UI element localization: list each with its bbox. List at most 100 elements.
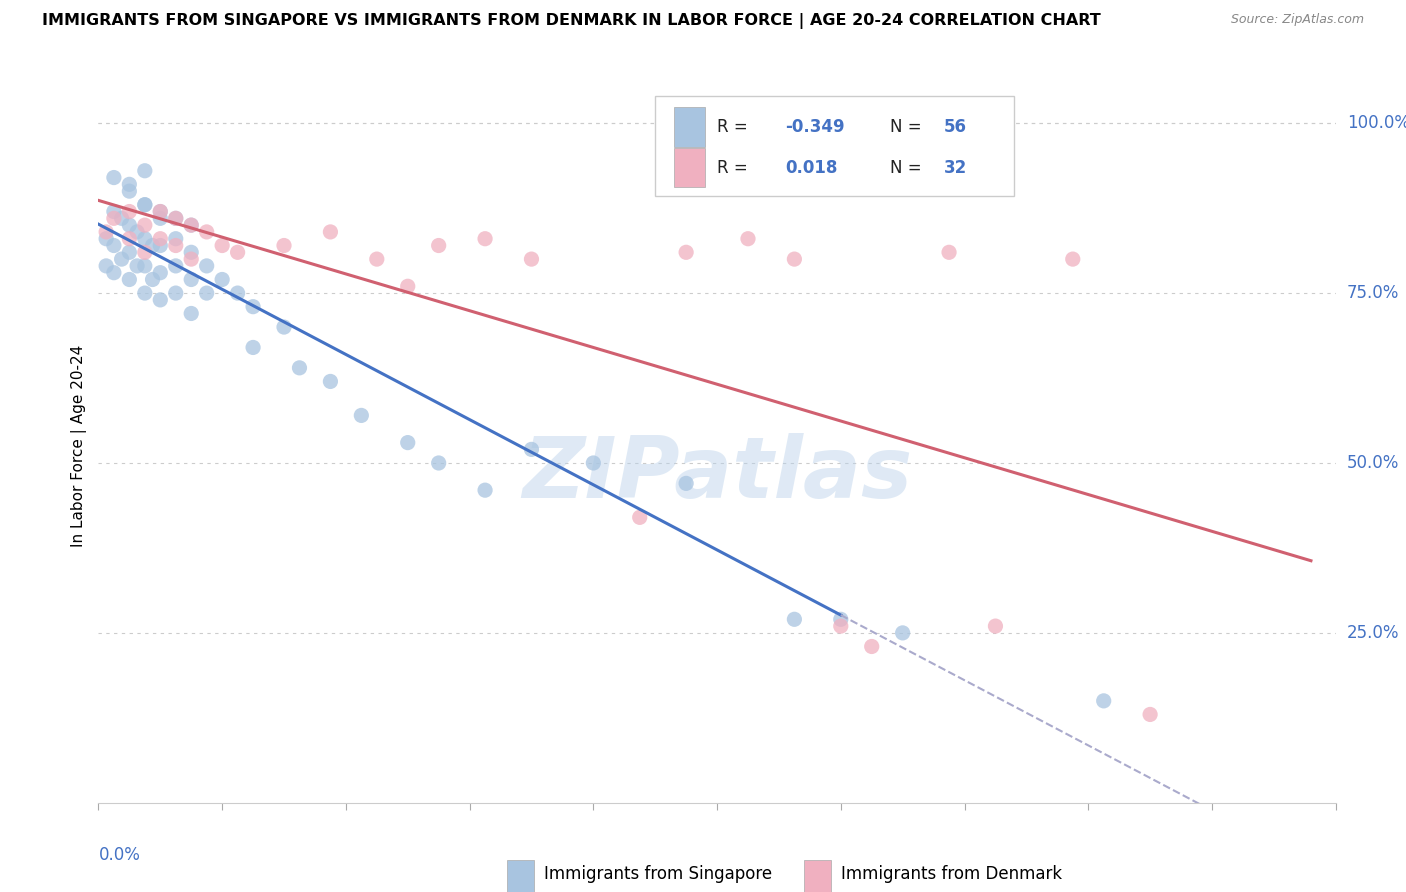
Text: 32: 32 [943,159,967,177]
Point [180,245,202,260]
Point [891,626,914,640]
FancyBboxPatch shape [804,860,831,892]
Point [226,245,249,260]
Point [118,184,141,198]
Text: 0.0%: 0.0% [98,846,141,863]
Point [1092,694,1115,708]
Point [134,198,156,212]
Point [288,360,311,375]
Point [165,259,187,273]
Point [134,245,156,260]
Point [984,619,1007,633]
Point [103,204,125,219]
Point [427,238,450,252]
Point [165,211,187,226]
Text: 100.0%: 100.0% [1347,114,1406,132]
FancyBboxPatch shape [655,96,1014,196]
Point [195,286,218,301]
Point [195,259,218,273]
Point [103,170,125,185]
FancyBboxPatch shape [673,107,704,146]
Point [149,204,172,219]
Point [675,476,697,491]
Point [149,238,172,252]
Point [242,341,264,355]
Point [520,442,543,457]
Text: Immigrants from Denmark: Immigrants from Denmark [841,865,1062,883]
Point [211,272,233,286]
Point [396,435,419,450]
Point [96,225,118,239]
Point [195,225,218,239]
FancyBboxPatch shape [506,860,534,892]
Point [675,245,697,260]
Point [366,252,388,266]
Point [141,238,165,252]
Point [149,266,172,280]
Text: N =: N = [890,159,927,177]
Point [149,293,172,307]
Point [165,238,187,252]
Point [127,225,149,239]
Point [783,612,806,626]
Text: -0.349: -0.349 [785,118,845,136]
Text: 50.0%: 50.0% [1347,454,1399,472]
Point [180,218,202,232]
Point [319,375,342,389]
Text: 75.0%: 75.0% [1347,284,1399,302]
Point [1139,707,1161,722]
Point [111,211,132,226]
Point [134,286,156,301]
Text: N =: N = [890,118,927,136]
Point [118,232,141,246]
Point [165,286,187,301]
Y-axis label: In Labor Force | Age 20-24: In Labor Force | Age 20-24 [72,345,87,547]
Point [149,204,172,219]
Point [134,198,156,212]
Text: IMMIGRANTS FROM SINGAPORE VS IMMIGRANTS FROM DENMARK IN LABOR FORCE | AGE 20-24 : IMMIGRANTS FROM SINGAPORE VS IMMIGRANTS … [42,13,1101,29]
Point [134,163,156,178]
Point [737,232,759,246]
Point [830,619,852,633]
Point [111,252,132,266]
Text: 56: 56 [943,118,966,136]
Text: 0.018: 0.018 [785,159,838,177]
Point [149,232,172,246]
Point [96,232,118,246]
Point [118,245,141,260]
Point [165,232,187,246]
Point [474,232,496,246]
FancyBboxPatch shape [673,148,704,187]
Text: R =: R = [717,159,758,177]
Point [520,252,543,266]
Point [396,279,419,293]
Point [134,218,156,232]
Point [938,245,960,260]
Point [242,300,264,314]
Point [118,272,141,286]
Point [628,510,651,524]
Point [149,211,172,226]
Point [273,238,295,252]
Point [118,218,141,232]
Point [134,232,156,246]
Point [350,409,373,423]
Text: R =: R = [717,118,754,136]
Text: ZIPatlas: ZIPatlas [522,433,912,516]
Point [127,259,149,273]
Point [273,320,295,334]
Point [103,266,125,280]
Point [427,456,450,470]
Point [582,456,605,470]
Point [1062,252,1084,266]
Point [118,204,141,219]
Point [211,238,233,252]
Point [134,259,156,273]
Point [319,225,342,239]
Point [226,286,249,301]
Point [96,259,118,273]
Point [180,272,202,286]
Point [103,211,125,226]
Point [180,306,202,320]
Point [180,252,202,266]
